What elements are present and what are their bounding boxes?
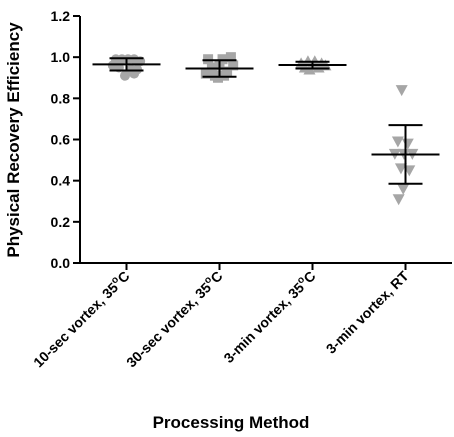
data-point <box>391 136 404 148</box>
y-tick-label: 0.2 <box>51 214 71 230</box>
y-tick-label: 1.0 <box>51 49 71 65</box>
x-axis-title: Processing Method <box>153 413 310 432</box>
y-tick-label: 0.6 <box>51 132 71 148</box>
data-point <box>200 68 211 79</box>
y-tick-label: 1.2 <box>51 8 71 24</box>
data-point <box>206 62 217 73</box>
y-axis: 0.0 0.2 0.4 0.6 0.8 1.0 1.2 <box>51 8 81 271</box>
data-point <box>395 85 408 97</box>
category-label-main: 30-sec vortex, 35 <box>123 279 214 370</box>
data-point <box>401 138 414 150</box>
data-point <box>228 60 239 71</box>
data-point <box>203 54 214 65</box>
category-label: 10-sec vortex, 35oC <box>29 267 132 370</box>
data-point <box>217 54 228 65</box>
y-tick-label: 0.4 <box>51 173 71 189</box>
category-label: 3-min vortex, RT <box>323 268 412 357</box>
data-points <box>107 52 419 206</box>
data-point <box>225 52 236 63</box>
data-point <box>397 183 410 195</box>
y-tick-label: 0.8 <box>51 90 71 106</box>
category-label-main: 3-min vortex, RT <box>323 268 412 357</box>
y-axis-title: Physical Recovery Efficiency <box>4 22 23 258</box>
data-point <box>119 70 130 81</box>
data-point <box>212 72 223 83</box>
category-label: 3-min vortex, 35oC <box>220 267 319 366</box>
x-axis <box>80 262 452 270</box>
category-label-main: 3-min vortex, 35 <box>220 279 307 366</box>
data-point <box>222 66 233 77</box>
y-tick-label: 0.0 <box>51 255 71 271</box>
category-label: 30-sec vortex, 35oC <box>122 267 225 370</box>
category-label-main: 10-sec vortex, 35 <box>30 279 121 370</box>
error-bars <box>92 57 440 185</box>
data-point <box>392 194 405 206</box>
